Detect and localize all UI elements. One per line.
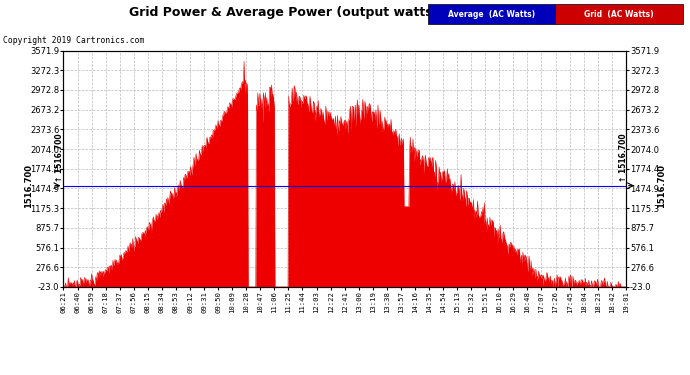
Text: Grid  (AC Watts): Grid (AC Watts) [584, 10, 654, 18]
Text: Average  (AC Watts): Average (AC Watts) [448, 10, 535, 18]
Text: ↑ 1516.700: ↑ 1516.700 [55, 133, 63, 182]
Text: ↑ 1516.700: ↑ 1516.700 [618, 133, 627, 182]
Text: Copyright 2019 Cartronics.com: Copyright 2019 Cartronics.com [3, 36, 145, 45]
Text: 1516.700: 1516.700 [657, 164, 666, 208]
Text: 1516.700: 1516.700 [23, 164, 32, 208]
Text: Grid Power & Average Power (output watts)  Thu Sep 5 19:08: Grid Power & Average Power (output watts… [129, 6, 561, 19]
